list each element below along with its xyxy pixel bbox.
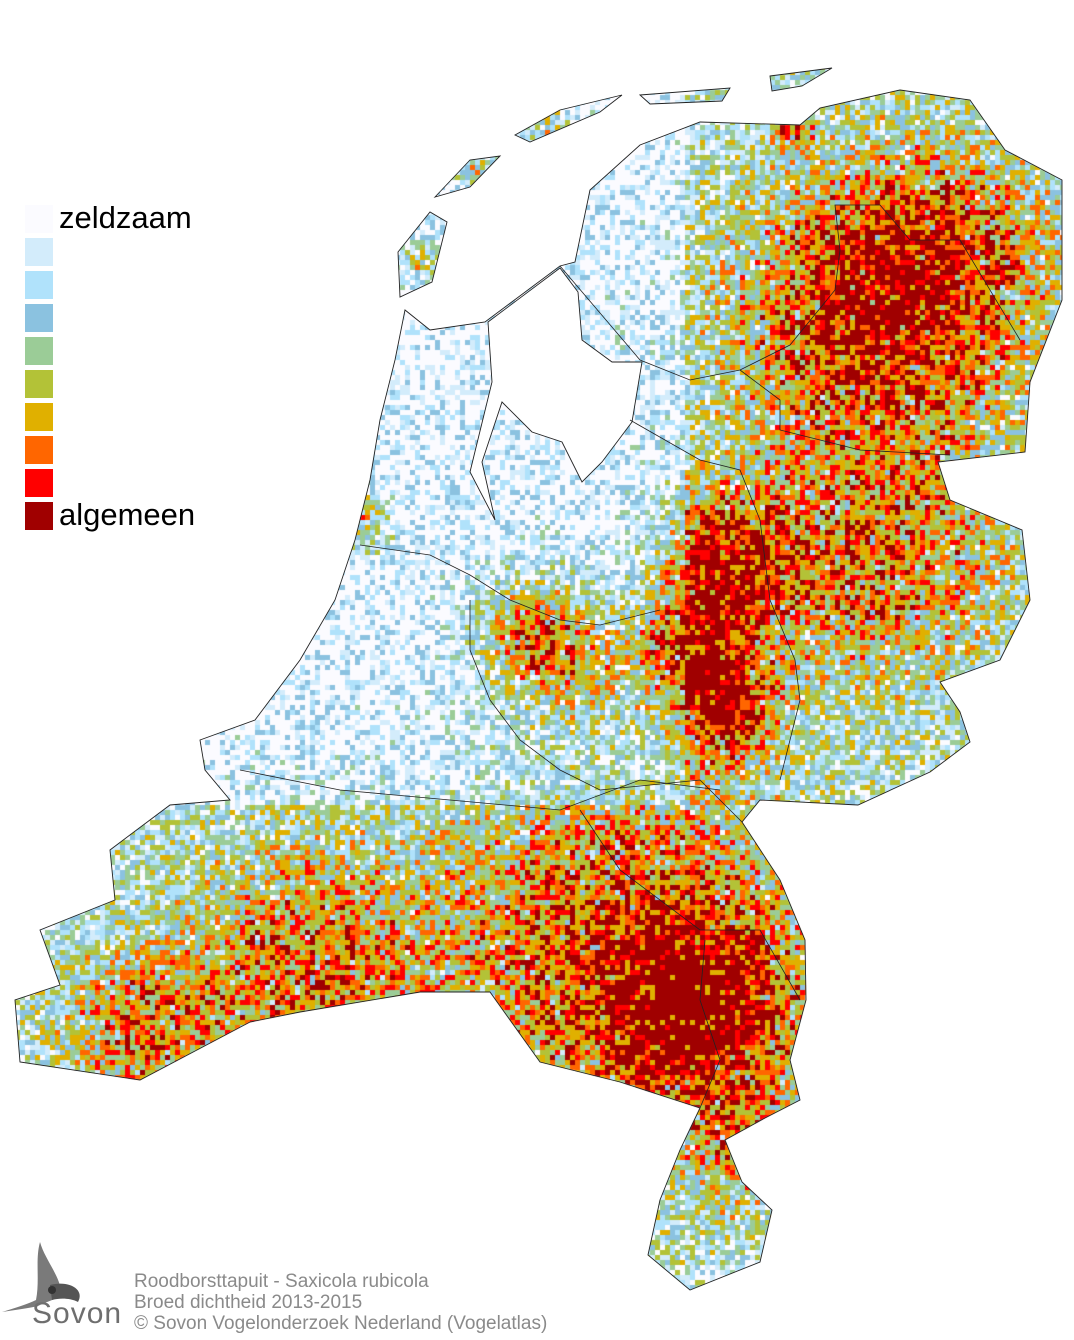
legend-swatch — [25, 502, 53, 530]
species-name: Roodborsttapuit - Saxicola rubicola — [134, 1271, 429, 1292]
legend-label: zeldzaam — [59, 200, 192, 235]
legend-swatch — [25, 436, 53, 464]
legend-swatch — [25, 238, 53, 266]
map-subtitle: Broed dichtheid 2013-2015 — [134, 1292, 363, 1313]
legend-swatch — [25, 403, 53, 431]
map-credits: Roodborsttapuit - Saxicola rubicola Broe… — [134, 1271, 547, 1334]
sovon-logo-text: Sovon — [32, 1297, 123, 1330]
legend-swatch — [25, 337, 53, 365]
legend-swatch — [25, 469, 53, 497]
sovon-swallow-logo — [2, 1242, 80, 1312]
legend-swatch — [25, 304, 53, 332]
legend-label: algemeen — [59, 497, 196, 532]
legend-swatch — [25, 205, 53, 233]
legend-swatch — [25, 370, 53, 398]
copyright: © Sovon Vogelonderzoek Nederland (Vogela… — [134, 1313, 548, 1334]
legend-swatch — [25, 271, 53, 299]
